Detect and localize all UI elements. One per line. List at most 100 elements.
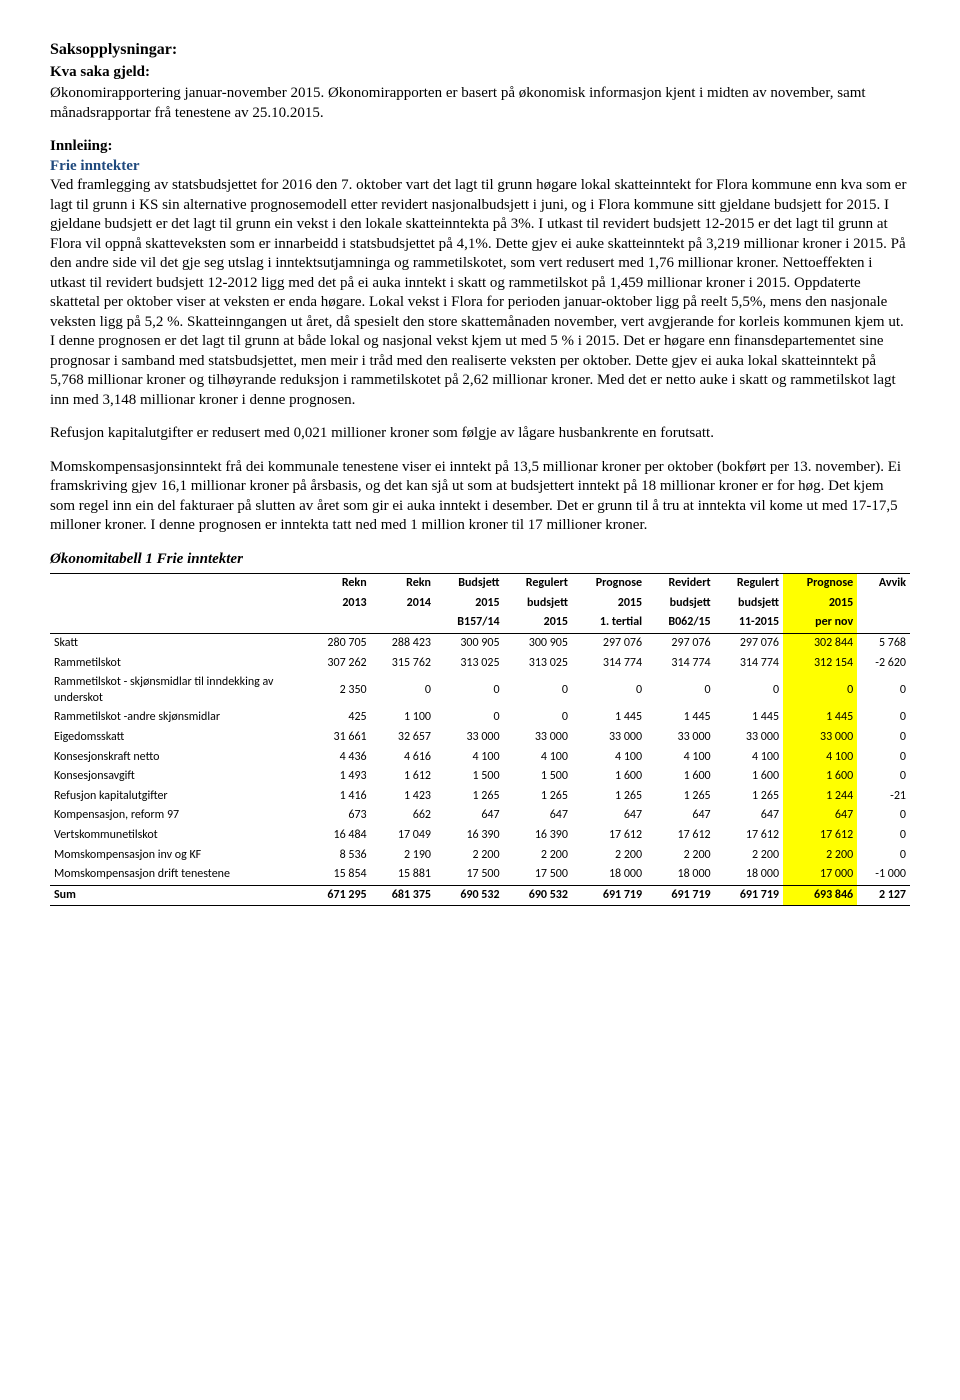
sum-cell: 2 127 [857,885,910,906]
table-cell: 15 881 [371,865,435,885]
row-label: Rammetilskot -andre skjønsmidlar [50,708,306,728]
sum-cell: 690 532 [435,885,504,906]
table-cell: 315 762 [371,654,435,674]
row-label: Momskompensasjon drift tenestene [50,865,306,885]
table-cell: 1 500 [435,767,504,787]
table-cell: 17 612 [715,826,783,846]
table-header-cell: 2014 [371,594,435,614]
table-cell: 0 [857,826,910,846]
table-cell: 0 [857,708,910,728]
table-cell: 2 190 [371,846,435,866]
table-cell: 0 [715,673,783,708]
table-cell: 313 025 [504,654,572,674]
table-cell: 17 500 [435,865,504,885]
table-cell: 1 416 [306,787,370,807]
table-cell: 1 600 [783,767,857,787]
table-cell: 18 000 [646,865,715,885]
table-cell: 1 600 [646,767,715,787]
table-header-cell: Rekn [371,574,435,594]
table-cell: 4 100 [783,748,857,768]
table-header-cell: Avvik [857,574,910,594]
table-row: Eigedomsskatt31 66132 65733 00033 00033 … [50,728,910,748]
table-row: Rammetilskot -andre skjønsmidlar4251 100… [50,708,910,728]
table-cell: -1 000 [857,865,910,885]
table-header-cell: Prognose [572,574,646,594]
table-cell: 312 154 [783,654,857,674]
table-cell: 314 774 [715,654,783,674]
table-header-cell [371,613,435,633]
table-row: Skatt280 705288 423300 905300 905297 076… [50,634,910,654]
body-paragraph-2: Refusjon kapitalutgifter er redusert med… [50,424,910,444]
table-header-cell: 2013 [306,594,370,614]
table-cell: -21 [857,787,910,807]
sum-cell: 681 375 [371,885,435,906]
table-cell: 33 000 [572,728,646,748]
table-row: Rammetilskot307 262315 762313 025313 025… [50,654,910,674]
table-header-cell: Revidert [646,574,715,594]
table-cell: 297 076 [646,634,715,654]
table-cell: 425 [306,708,370,728]
table-cell: 1 265 [646,787,715,807]
row-label: Refusjon kapitalutgifter [50,787,306,807]
table-cell: 31 661 [306,728,370,748]
table-cell: 2 200 [572,846,646,866]
row-label: Eigedomsskatt [50,728,306,748]
table-row: Momskompensasjon inv og KF8 5362 1902 20… [50,846,910,866]
table-cell: 1 600 [715,767,783,787]
table-cell: 33 000 [646,728,715,748]
table-cell: 2 200 [435,846,504,866]
table-cell: 647 [504,806,572,826]
table-cell: 0 [857,846,910,866]
table-cell: 1 244 [783,787,857,807]
table-cell: 0 [857,728,910,748]
table-cell: 17 612 [572,826,646,846]
table-header-cell [857,613,910,633]
table-header-cell: Prognose [783,574,857,594]
table-cell: 0 [572,673,646,708]
table-row: Konsesjonsavgift1 4931 6121 5001 5001 60… [50,767,910,787]
table-header-cell: budsjett [504,594,572,614]
table-cell: 0 [857,806,910,826]
table-cell: 2 200 [783,846,857,866]
table-header-cell: 2015 [504,613,572,633]
table-cell: 4 100 [572,748,646,768]
table-row: Vertskommunetilskot16 48417 04916 39016 … [50,826,910,846]
table-cell: 1 500 [504,767,572,787]
body-paragraph-3: Momskompensasjonsinntekt frå dei kommuna… [50,458,910,536]
table-cell: 0 [646,673,715,708]
table-cell: 2 200 [646,846,715,866]
table-cell: 307 262 [306,654,370,674]
row-label: Kompensasjon, reform 97 [50,806,306,826]
table-cell: 297 076 [715,634,783,654]
body-paragraph-1: Ved framlegging av statsbudsjettet for 2… [50,176,910,410]
table-header-cell: 11-2015 [715,613,783,633]
table-cell: 17 049 [371,826,435,846]
table-cell: 1 265 [435,787,504,807]
table-header-cell [306,613,370,633]
table-cell: 300 905 [504,634,572,654]
table-cell: 0 [783,673,857,708]
table-title: Økonomitabell 1 Frie inntekter [50,550,910,570]
table-cell: 0 [857,767,910,787]
table-header-cell: B062/15 [646,613,715,633]
table-cell: 647 [572,806,646,826]
table-sum-row: Sum671 295681 375690 532690 532691 71969… [50,885,910,906]
table-cell: 0 [504,708,572,728]
table-header-cell [50,613,306,633]
table-cell: 33 000 [435,728,504,748]
row-label: Rammetilskot - skjønsmidlar til inndekki… [50,673,306,708]
table-cell: 1 493 [306,767,370,787]
table-cell: 16 484 [306,826,370,846]
table-cell: 8 536 [306,846,370,866]
table-cell: 18 000 [572,865,646,885]
intro-paragraph: Økonomirapportering januar-november 2015… [50,84,910,123]
frie-inntekter-label: Frie inntekter [50,157,910,177]
table-cell: 1 265 [504,787,572,807]
table-cell: 1 445 [646,708,715,728]
table-cell: 17 612 [783,826,857,846]
table-cell: 17 612 [646,826,715,846]
table-row: Rammetilskot - skjønsmidlar til inndekki… [50,673,910,708]
table-cell: 32 657 [371,728,435,748]
table-cell: 5 768 [857,634,910,654]
table-cell: 4 436 [306,748,370,768]
